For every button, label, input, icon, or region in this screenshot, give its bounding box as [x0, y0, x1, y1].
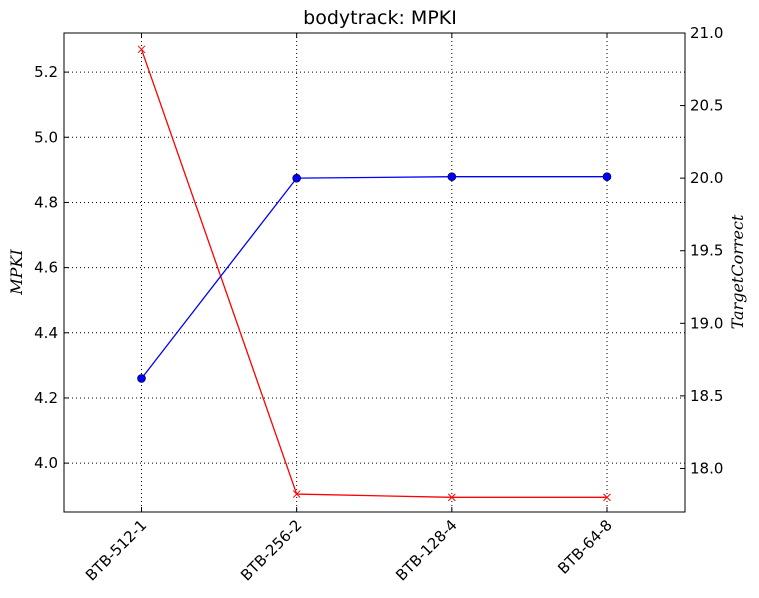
x-tick-label: BTB-64-8: [554, 516, 616, 578]
tick-layer: BTB-512-1 BTB-256-2 BTB-128-4 BTB-64-8 4.0 4.…: [34, 24, 723, 585]
x-tick-label: BTB-256-2: [237, 516, 305, 584]
data-point-circle-marker: [447, 172, 457, 181]
x-tick-label: BTB-512-1: [82, 516, 150, 584]
y-tick-label-left: 4.8: [34, 193, 58, 211]
data-point-x-marker: [137, 45, 146, 54]
y-tick-label-right: 19.5: [690, 242, 723, 260]
y-tick-label-left: 4.6: [34, 259, 58, 277]
y-tick-label-right: 18.5: [690, 387, 723, 405]
y-tick-label-left: 5.2: [34, 63, 58, 81]
y-tick-label-left: 5.0: [34, 128, 58, 146]
y-tick-label-right: 18.0: [690, 459, 723, 477]
y-tick-label-right: 21.0: [690, 24, 723, 42]
data-point-circle-marker: [602, 172, 612, 181]
y-tick-label-left: 4.2: [34, 389, 58, 407]
y-tick-label-left: 4.0: [34, 454, 58, 472]
data-point-x-marker: [447, 493, 456, 502]
series-layer: [137, 45, 612, 502]
x-tick-label: BTB-128-4: [392, 516, 460, 584]
y-tick-label-left: 4.4: [34, 324, 58, 342]
grid-layer: [64, 33, 685, 512]
series-line-1: [140, 49, 607, 498]
y-axis-label-left: MPKI: [7, 249, 26, 296]
series-line-2: [140, 176, 607, 379]
chart-title: bodytrack: MPKI: [303, 7, 457, 29]
data-point-x-marker: [603, 493, 611, 502]
y-tick-label-right: 20.0: [690, 169, 723, 187]
y-axis-label-right: TargetCorrect: [728, 214, 747, 329]
data-point-x-marker: [292, 490, 301, 498]
y-tick-label-right: 20.5: [690, 97, 723, 115]
y-tick-label-right: 19.0: [690, 314, 723, 332]
plot-frame: [63, 32, 686, 513]
data-point-circle-marker: [137, 374, 146, 383]
data-point-circle-marker: [292, 173, 301, 183]
